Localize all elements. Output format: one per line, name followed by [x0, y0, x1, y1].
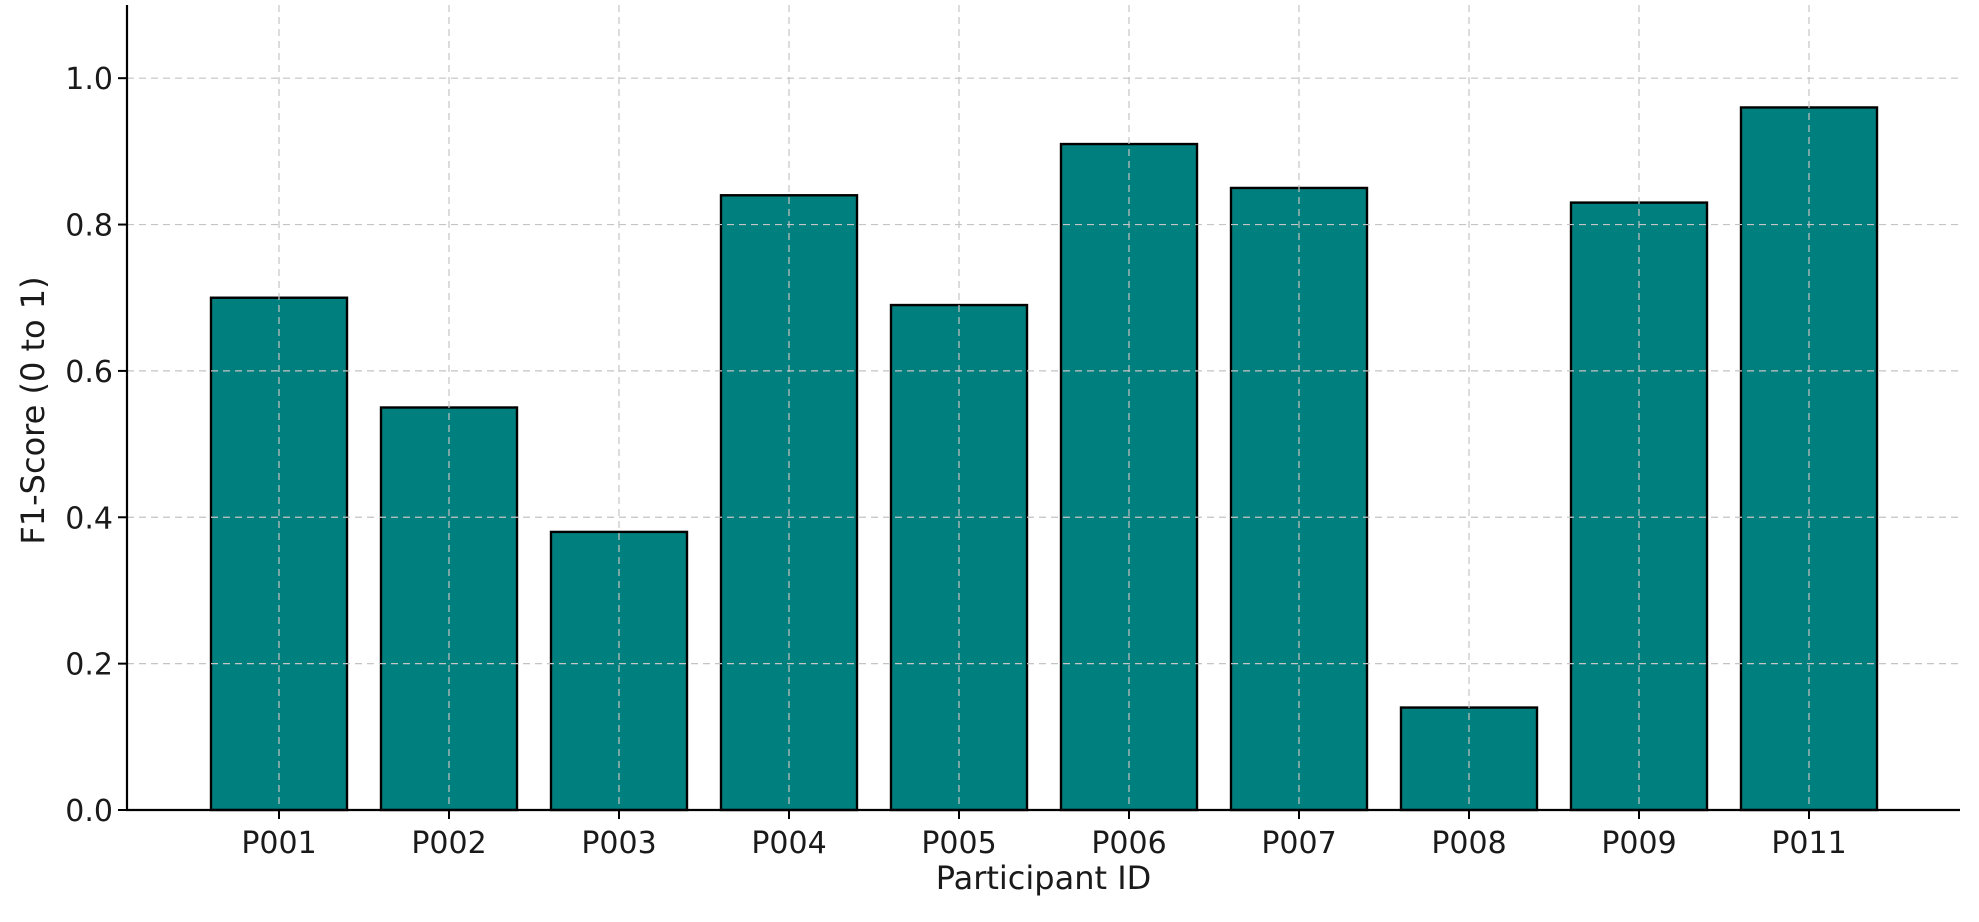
- grid: [127, 5, 1960, 811]
- x-tick-label: P004: [751, 826, 826, 861]
- axis-spines: [125, 5, 1960, 812]
- y-tick-label: 1.0: [65, 62, 113, 97]
- x-tick-label: P003: [581, 826, 656, 861]
- y-tick-label: 0.4: [65, 501, 113, 536]
- x-tick-label: P008: [1431, 826, 1506, 861]
- x-tick-label: P009: [1601, 826, 1676, 861]
- x-tick-label: P001: [241, 826, 316, 861]
- bar-p008: [1399, 706, 1539, 812]
- x-tick-label: P002: [411, 826, 486, 861]
- x-axis-title: Participant ID: [936, 859, 1152, 897]
- x-tick-label: P005: [921, 826, 996, 861]
- bars: [209, 106, 1879, 812]
- y-tick-label: 0.8: [65, 209, 113, 244]
- y-axis-title: F1-Score (0 to 1): [14, 276, 52, 544]
- axes: [118, 5, 1960, 819]
- y-tick-label: 0.6: [65, 355, 113, 390]
- bar-p001: [209, 296, 349, 812]
- x-tick-label: P007: [1261, 826, 1336, 861]
- x-tick-label: P011: [1771, 826, 1846, 861]
- y-tick-label: 0.2: [65, 648, 113, 683]
- x-tick-label: P006: [1091, 826, 1166, 861]
- y-tick-label: 0.0: [65, 794, 113, 829]
- tick-labels: 0.0 0.2 0.4 0.6 0.8 1.0 P001 P002 P003 P004 P005 P0…: [65, 62, 1846, 861]
